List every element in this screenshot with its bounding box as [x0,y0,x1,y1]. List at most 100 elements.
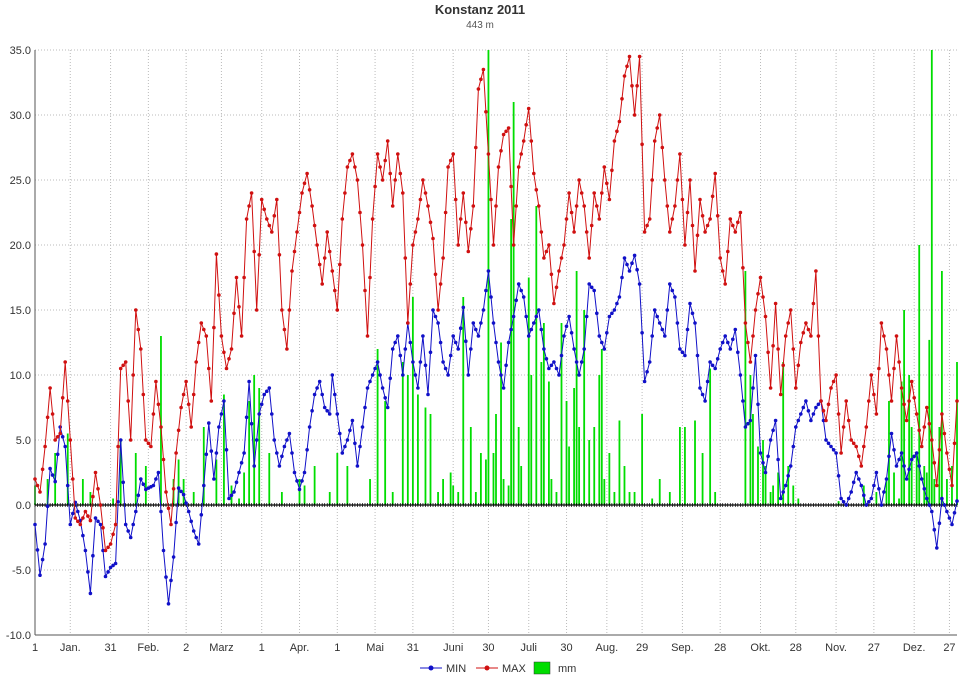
max-point [824,418,828,423]
min-point [693,321,697,325]
max-point [78,522,83,527]
precip-bar [328,492,331,505]
min-point [91,553,95,558]
precip-bar [449,472,452,505]
max-point [879,321,884,325]
max-point [713,171,717,176]
min-point [516,282,521,286]
max-point [766,350,770,355]
max-point [310,204,314,208]
precip-bar [938,427,941,505]
min-point [265,389,269,394]
min-point [277,464,282,468]
x-tick-label: Marz [209,642,233,654]
x-tick-label: Juni [443,642,463,654]
min-point [783,483,788,488]
min-point [443,366,448,371]
max-point [547,243,551,247]
min-point [854,470,858,475]
min-point [242,451,246,455]
max-point [448,158,453,163]
min-point [791,444,796,449]
max-point [111,532,115,537]
min-point [521,295,526,299]
max-point [917,428,921,433]
y-tick-label: 10.0 [10,370,31,382]
min-point [325,409,330,413]
min-point [887,454,891,459]
legend: MIN MAX mm [420,661,576,675]
min-point [914,451,919,455]
max-point [882,334,886,338]
min-point [247,379,251,384]
min-point [539,327,544,332]
precip-bar [492,453,495,505]
max-point [270,230,274,234]
x-tick-label: 31 [407,642,419,654]
precip-bar [618,420,621,505]
max-point [854,444,858,449]
max-point [758,275,763,280]
max-point [373,184,377,189]
min-point [902,464,906,468]
precip-bar [603,479,606,505]
min-point [829,444,833,449]
max-point [229,347,234,351]
min-point [385,405,390,410]
min-point [589,285,594,290]
precip-bar [119,440,122,505]
max-point [519,152,523,156]
max-point [166,506,171,511]
max-point [902,402,906,407]
min-point [282,444,287,449]
min-point [731,337,735,342]
min-point [650,334,654,338]
precip-bar [542,323,545,505]
min-point [446,373,450,377]
precip-bar [893,472,895,505]
precip-bar [923,466,926,505]
max-point [494,204,498,208]
max-point [154,379,158,384]
min-point [874,470,879,475]
min-point [537,308,541,312]
min-point [844,503,848,507]
precip-bar [956,362,958,505]
min-point [338,431,342,436]
min-point [841,500,846,504]
precip-bar [500,342,502,505]
min-point [327,412,332,416]
max-point [380,178,385,182]
max-point [763,314,768,319]
max-point [726,249,730,254]
min-point [532,321,536,325]
precip-bar [376,349,379,505]
min-point [894,464,899,468]
min-point [411,360,415,364]
max-point [471,204,476,208]
y-tick-label: 0.0 [16,500,31,512]
max-point [839,451,843,455]
precip-bar [384,401,387,505]
max-point [904,418,909,423]
precip-bar [560,323,563,505]
min-point [857,477,861,481]
x-tick-label: 27 [943,642,955,654]
x-tick-label: Nov. [825,642,847,654]
precip-bar [678,427,681,505]
max-point [688,178,692,182]
max-point [660,145,665,150]
max-point [259,197,264,202]
precip-bar [548,381,550,505]
min-point [610,311,614,316]
max-point [55,435,60,439]
min-point [519,288,523,293]
precip-bar [253,375,256,505]
precip-bar [608,453,611,505]
max-point [436,308,440,312]
min-point [227,496,231,501]
max-point [297,210,302,215]
precip-bar [520,466,523,505]
chart-title: Konstanz 2011 [434,2,526,17]
